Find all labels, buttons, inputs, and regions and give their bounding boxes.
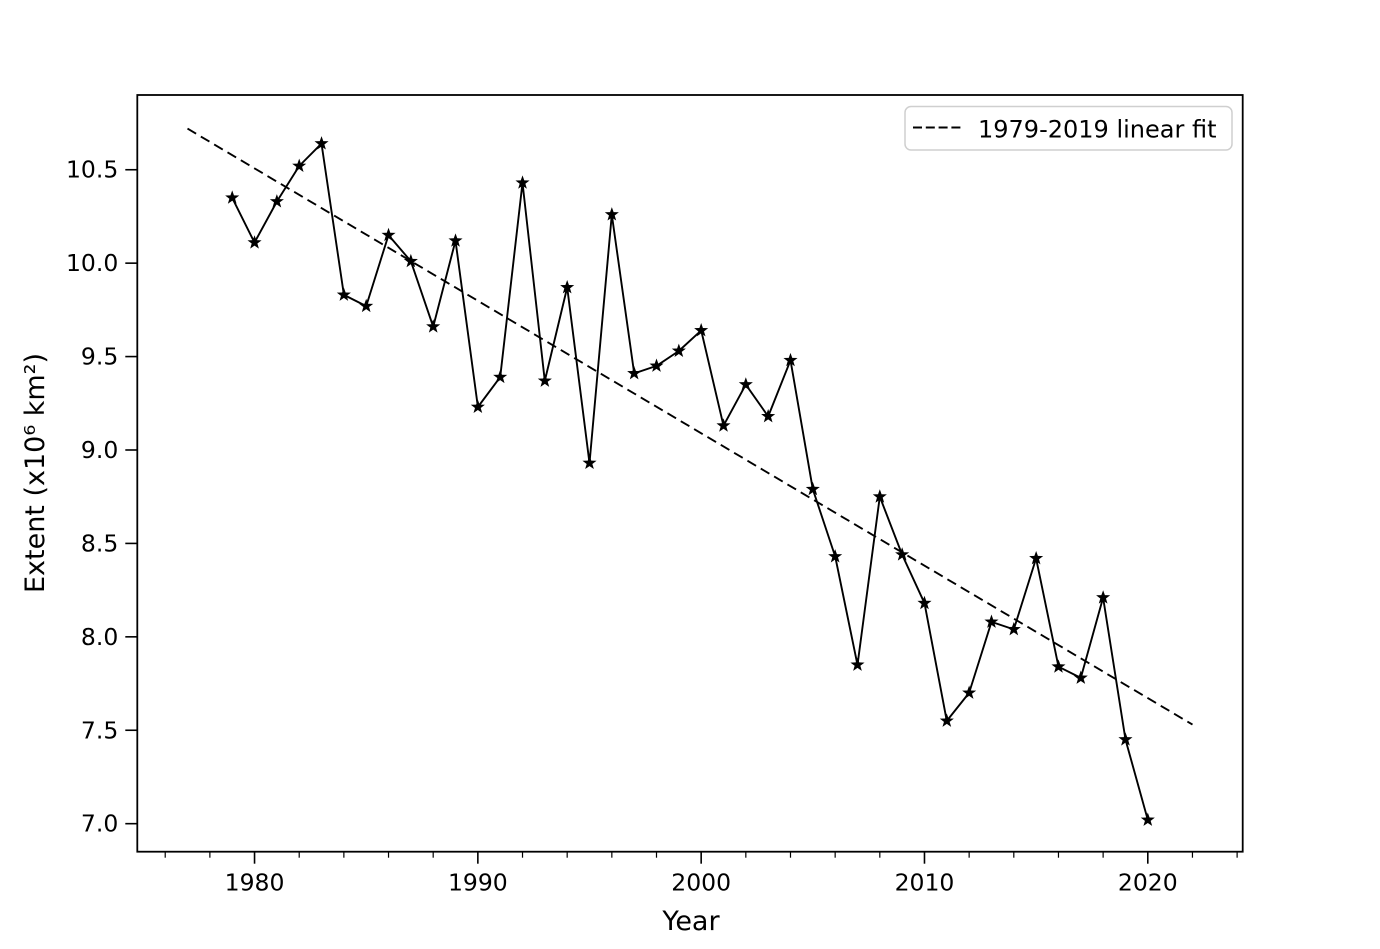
data-point-marker (783, 352, 798, 367)
data-point-marker (671, 343, 686, 357)
data-point-marker (805, 481, 820, 496)
data-point-marker (1051, 659, 1066, 673)
data-point-marker (649, 358, 664, 372)
data-point-marker (1118, 732, 1133, 746)
data-point-marker (225, 190, 240, 204)
data-point-marker (247, 235, 262, 249)
legend-box (904, 105, 1233, 151)
y-tick-label: 9.5 (81, 343, 118, 371)
data-point-marker (1073, 670, 1088, 684)
data-point-marker (537, 373, 552, 387)
data-point-marker (738, 377, 753, 391)
data-point-marker (582, 455, 597, 470)
data-point-marker (694, 323, 709, 337)
data-point-marker (604, 207, 619, 221)
x-tick-label: 2010 (895, 869, 955, 897)
y-tick-label: 8.5 (81, 529, 118, 557)
data-point-marker (761, 408, 776, 423)
data-point-marker (962, 685, 977, 699)
data-point-marker (560, 280, 575, 294)
data-line (231, 142, 1149, 821)
y-tick-label: 10.5 (66, 156, 118, 184)
data-point-marker (515, 175, 530, 189)
legend-label: 1979-2019 linear fit (978, 116, 1217, 144)
data-point-marker (314, 136, 329, 150)
data-point-marker (448, 233, 463, 247)
plot-frame (136, 94, 1244, 853)
data-point-marker (1140, 812, 1155, 826)
y-tick-label: 8.0 (81, 623, 118, 651)
data-point-marker (336, 287, 351, 301)
data-point-marker (627, 365, 642, 380)
plot-layer: 1980 1990 2000 2010 2020 7.0 7.5 8.0 8.5 9.0 9.5 10… (66, 94, 1244, 897)
data-point-marker (1006, 621, 1021, 636)
data-point-marker (872, 489, 887, 503)
data-point-marker (1096, 590, 1111, 604)
data-point-marker (403, 253, 418, 268)
y-tick-label: 10.0 (66, 249, 118, 277)
x-tick-label: 2000 (671, 869, 731, 897)
x-tick-label: 2020 (1118, 869, 1178, 897)
data-point-marker (895, 547, 910, 561)
data-point-marker (470, 399, 485, 414)
data-point-marker (716, 418, 731, 432)
data-point-marker (493, 369, 508, 384)
y-tick-label: 7.0 (81, 810, 118, 838)
data-point-marker (984, 614, 999, 628)
data-point-marker (381, 227, 396, 242)
data-point-marker (426, 319, 441, 333)
data-point-marker (1029, 550, 1044, 565)
y-tick-label: 9.0 (81, 436, 118, 464)
x-axis-label: Year (661, 906, 720, 937)
x-tick-label: 1990 (448, 869, 508, 897)
y-axis-label: Extent (x10⁶ km²) (20, 353, 51, 593)
legend: 1979-2019 linear fit (904, 105, 1233, 151)
data-point-marker (269, 194, 284, 208)
trend-line (187, 127, 1193, 726)
data-point-marker (850, 657, 865, 671)
data-point-marker (292, 158, 307, 172)
data-point-marker (917, 595, 932, 610)
x-tick-label: 1980 (225, 869, 285, 897)
data-point-marker (359, 298, 374, 313)
data-point-marker (828, 549, 843, 563)
y-tick-label: 7.5 (81, 716, 118, 744)
data-point-marker (939, 713, 954, 727)
